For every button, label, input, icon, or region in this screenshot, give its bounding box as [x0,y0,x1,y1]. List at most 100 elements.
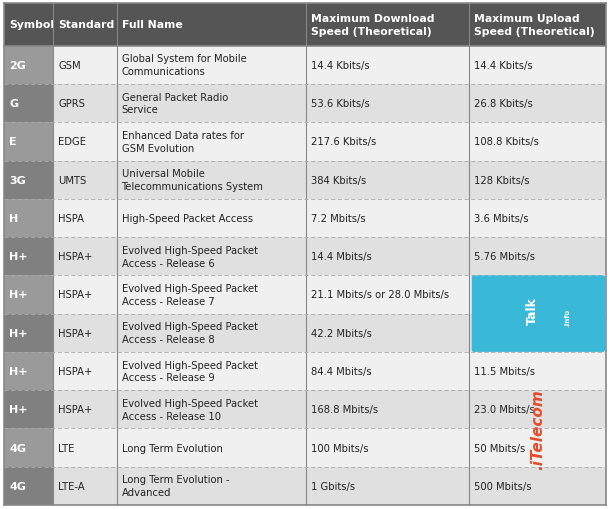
Text: 14.4 Kbits/s: 14.4 Kbits/s [474,61,533,71]
Text: H: H [9,213,18,223]
Text: HSPA+: HSPA+ [59,252,93,262]
Bar [4,47,53,85]
Bar [53,47,117,85]
Text: H+: H+ [9,405,27,414]
Text: Evolved High-Speed Packet
Access - Release 8: Evolved High-Speed Packet Access - Relea… [121,322,257,345]
Text: 11.5 Mbits/s: 11.5 Mbits/s [474,366,535,376]
Bar [117,238,306,276]
Text: 108.8 Kbits/s: 108.8 Kbits/s [474,137,539,147]
Text: 50 Mbits/s: 50 Mbits/s [474,443,525,453]
Text: GPRS: GPRS [59,99,85,109]
Bar [306,4,468,47]
Bar [53,123,117,161]
Text: HSPA+: HSPA+ [59,405,93,414]
Bar [468,200,606,238]
Text: H+: H+ [9,328,27,338]
Bar [306,390,468,429]
Text: Standard: Standard [59,20,115,30]
Bar [117,161,306,200]
Text: 14.4 Kbits/s: 14.4 Kbits/s [311,61,370,71]
Text: 84.4 Mbits/s: 84.4 Mbits/s [311,366,372,376]
Text: 100 Mbits/s: 100 Mbits/s [311,443,368,453]
Bar [117,276,306,314]
Text: 53.6 Kbits/s: 53.6 Kbits/s [311,99,370,109]
Text: 23.0 Mbits/s: 23.0 Mbits/s [474,405,534,414]
Text: UMTS: UMTS [59,175,87,185]
Text: HSPA+: HSPA+ [59,290,93,300]
Bar [4,352,53,390]
Bar [117,429,306,467]
Text: 11.5 Mbits/s: 11.5 Mbits/s [474,328,535,338]
Bar [117,200,306,238]
Bar [306,47,468,85]
Text: .info: .info [564,308,570,327]
Bar [53,390,117,429]
Text: 3G: 3G [9,175,26,185]
Text: Long Term Evolution: Long Term Evolution [121,443,223,453]
Bar [468,314,606,352]
Bar [468,4,606,47]
Bar [53,85,117,123]
Bar [53,467,117,505]
Text: 42.2 Mbits/s: 42.2 Mbits/s [311,328,372,338]
Text: 500 Mbits/s: 500 Mbits/s [474,481,531,491]
Bar [468,123,606,161]
Text: Universal Mobile
Telecommunications System: Universal Mobile Telecommunications Syst… [121,169,264,192]
Text: 4G: 4G [9,481,26,491]
Bar [53,276,117,314]
Bar [117,85,306,123]
Bar [4,200,53,238]
Text: 3.6 Mbits/s: 3.6 Mbits/s [474,213,528,223]
Bar [117,467,306,505]
Text: 21.1 Mbits/s or 28.0 Mbits/s: 21.1 Mbits/s or 28.0 Mbits/s [311,290,450,300]
Bar [53,429,117,467]
Bar [468,161,606,200]
Bar [4,429,53,467]
Text: GSM: GSM [59,61,81,71]
Text: EDGE: EDGE [59,137,87,147]
Text: 26.8 Kbits/s: 26.8 Kbits/s [474,99,533,109]
Text: 128 Kbits/s: 128 Kbits/s [474,175,529,185]
Bar [306,352,468,390]
Text: HSPA: HSPA [59,213,84,223]
Bar [117,47,306,85]
Bar [468,238,606,276]
Text: .iTelecom: .iTelecom [530,388,545,469]
Text: H+: H+ [9,290,27,300]
Text: Full Name: Full Name [121,20,182,30]
Text: 7.2 Mbits/s: 7.2 Mbits/s [311,213,366,223]
Text: LTE: LTE [59,443,75,453]
Bar [306,85,468,123]
Bar [4,85,53,123]
Bar [306,429,468,467]
Bar [468,276,606,314]
Text: 2G: 2G [9,61,26,71]
Text: 14.4 Mbits/s: 14.4 Mbits/s [311,252,372,262]
Bar [4,390,53,429]
Bar [4,276,53,314]
Bar [117,4,306,47]
Bar [306,467,468,505]
Bar [306,276,468,314]
Bar [53,314,117,352]
Bar [53,238,117,276]
Bar [468,390,606,429]
Text: H+: H+ [9,252,27,262]
Bar [4,123,53,161]
Text: Maximum Upload
Speed (Theoretical): Maximum Upload Speed (Theoretical) [474,14,594,37]
Text: Global System for Mobile
Communications: Global System for Mobile Communications [121,54,246,77]
Text: H+: H+ [9,366,27,376]
Text: General Packet Radio
Service: General Packet Radio Service [121,93,228,115]
Text: LTE-A: LTE-A [59,481,85,491]
Bar [53,161,117,200]
Bar [468,85,606,123]
Bar [306,200,468,238]
Bar [117,314,306,352]
Bar [117,123,306,161]
FancyBboxPatch shape [472,276,605,352]
Bar [306,314,468,352]
Bar [4,161,53,200]
Text: 4G: 4G [9,443,26,453]
Text: E: E [9,137,16,147]
Bar [117,390,306,429]
